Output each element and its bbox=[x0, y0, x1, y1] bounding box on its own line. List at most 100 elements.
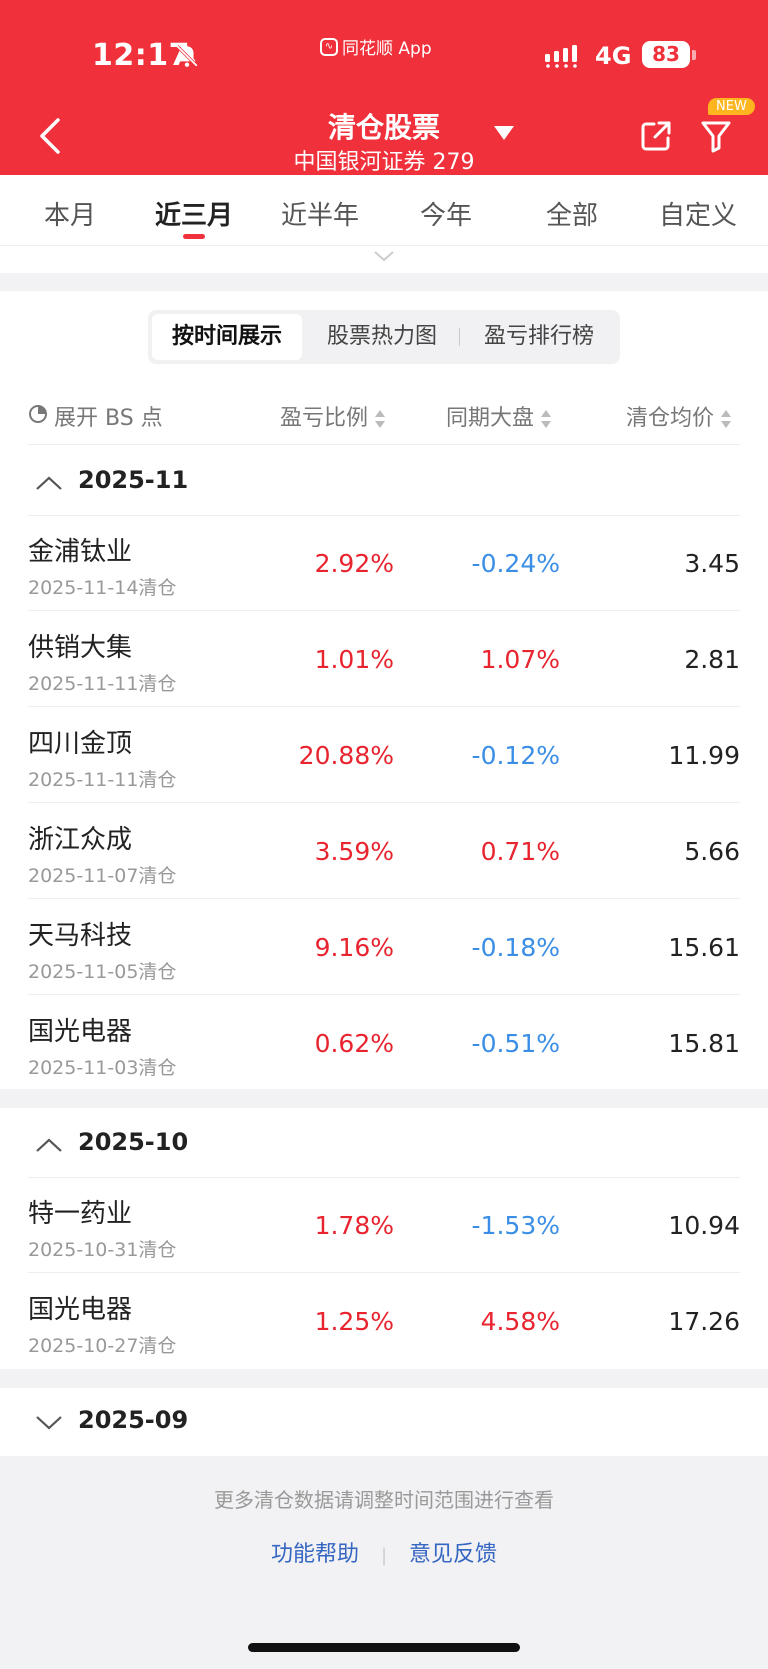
stock-name: 金浦钛业 bbox=[28, 537, 133, 567]
avg-price: 15.81 bbox=[668, 1029, 740, 1058]
column-price-header[interactable]: 清仓均价 bbox=[626, 400, 732, 432]
filter-icon[interactable] bbox=[700, 118, 732, 154]
expand-bs-points[interactable]: 展开 BS 点 bbox=[54, 406, 163, 431]
column-price-label: 清仓均价 bbox=[626, 406, 715, 431]
avg-price: 10.94 bbox=[668, 1211, 740, 1240]
footer-links: 功能帮助 | 意见反馈 bbox=[0, 1536, 768, 1568]
month-group-header[interactable]: 2025-11 bbox=[0, 446, 768, 516]
segment-ranking[interactable]: 盈亏排行榜 bbox=[483, 324, 594, 349]
chevron-up-icon bbox=[36, 1138, 62, 1152]
chevron-down-icon bbox=[374, 251, 394, 262]
clear-date: 2025-11-05清仓 bbox=[28, 961, 177, 983]
market-pct: -0.24% bbox=[471, 549, 560, 578]
stock-row[interactable]: 四川金顶 2025-11-11清仓 20.88% -0.12% 11.99 bbox=[0, 707, 768, 803]
divider bbox=[28, 1177, 740, 1178]
month-group-header[interactable]: 2025-10 bbox=[0, 1108, 768, 1178]
status-time: 12:17 bbox=[92, 38, 190, 73]
sort-icon bbox=[375, 410, 386, 428]
market-pct: -1.53% bbox=[471, 1211, 560, 1240]
main-card bbox=[0, 291, 768, 1089]
profit-pct: 1.25% bbox=[314, 1307, 394, 1336]
stock-row[interactable]: 国光电器 2025-10-27清仓 1.25% 4.58% 17.26 bbox=[0, 1273, 768, 1369]
stock-row[interactable]: 天马科技 2025-11-05清仓 9.16% -0.18% 15.61 bbox=[0, 899, 768, 995]
tab-half-year[interactable]: 近半年 bbox=[280, 201, 359, 231]
view-segment-control: 按时间展示 股票热力图 盈亏排行榜 bbox=[148, 310, 620, 364]
battery-level: 83 bbox=[642, 41, 690, 68]
share-icon[interactable] bbox=[638, 118, 674, 154]
profit-pct: 0.62% bbox=[314, 1029, 394, 1058]
sort-icon bbox=[721, 410, 732, 428]
month-label: 2025-09 bbox=[78, 1406, 189, 1434]
avg-price: 5.66 bbox=[684, 837, 740, 866]
page-title[interactable]: 清仓股票 bbox=[327, 111, 440, 144]
stock-name: 四川金顶 bbox=[28, 729, 133, 759]
profit-pct: 1.78% bbox=[314, 1211, 394, 1240]
app-logo-icon: ∿ bbox=[320, 37, 338, 56]
feedback-link[interactable]: 意见反馈 bbox=[409, 1542, 498, 1567]
link-separator: | bbox=[380, 1545, 388, 1566]
column-pct-label: 盈亏比例 bbox=[280, 406, 369, 431]
sort-icon bbox=[541, 410, 552, 428]
tab-custom[interactable]: 自定义 bbox=[658, 201, 737, 231]
account-subtitle[interactable]: 中国银河证券 279 bbox=[293, 150, 475, 175]
clear-date: 2025-11-11清仓 bbox=[28, 769, 177, 791]
network-type: 4G bbox=[595, 42, 632, 70]
stock-row[interactable]: 金浦钛业 2025-11-14清仓 2.92% -0.24% 3.45 bbox=[0, 515, 768, 611]
tab-this-month[interactable]: 本月 bbox=[43, 201, 96, 231]
column-pct-header[interactable]: 盈亏比例 bbox=[280, 400, 386, 432]
back-icon[interactable] bbox=[36, 116, 66, 156]
stock-name: 供销大集 bbox=[28, 633, 133, 663]
clear-date: 2025-11-03清仓 bbox=[28, 1057, 177, 1079]
stock-row[interactable]: 特一药业 2025-10-31清仓 1.78% -1.53% 10.94 bbox=[0, 1177, 768, 1273]
column-market-header[interactable]: 同期大盘 bbox=[446, 400, 552, 432]
row-divider bbox=[28, 1272, 740, 1273]
footer-note: 更多清仓数据请调整时间范围进行查看 bbox=[214, 1488, 554, 1512]
clear-date: 2025-10-31清仓 bbox=[28, 1239, 177, 1261]
help-link[interactable]: 功能帮助 bbox=[270, 1542, 359, 1567]
profit-pct: 20.88% bbox=[298, 741, 394, 770]
row-divider bbox=[28, 706, 740, 707]
stock-name: 浙江众成 bbox=[28, 825, 133, 855]
market-pct: 4.58% bbox=[480, 1307, 560, 1336]
dropdown-icon[interactable] bbox=[492, 124, 516, 142]
active-tab-indicator bbox=[183, 234, 205, 239]
app-return-tag[interactable]: ∿ 同花顺 App bbox=[320, 34, 432, 59]
market-pct: 0.71% bbox=[480, 837, 560, 866]
row-divider bbox=[28, 802, 740, 803]
profit-pct: 1.01% bbox=[314, 645, 394, 674]
battery-tip bbox=[692, 50, 696, 60]
chevron-up-icon bbox=[36, 476, 62, 490]
tab-this-year[interactable]: 今年 bbox=[419, 201, 472, 231]
market-pct: 1.07% bbox=[480, 645, 560, 674]
stock-row[interactable]: 供销大集 2025-11-11清仓 1.01% 1.07% 2.81 bbox=[0, 611, 768, 707]
market-pct: -0.51% bbox=[471, 1029, 560, 1058]
stock-row[interactable]: 浙江众成 2025-11-07清仓 3.59% 0.71% 5.66 bbox=[0, 803, 768, 899]
tab-all[interactable]: 全部 bbox=[545, 201, 598, 231]
month-card bbox=[0, 1388, 768, 1456]
stock-name: 国光电器 bbox=[28, 1017, 133, 1047]
app-tag-label: 同花顺 App bbox=[342, 39, 432, 59]
stock-row[interactable]: 国光电器 2025-11-03清仓 0.62% -0.51% 15.81 bbox=[0, 995, 768, 1091]
pie-chart-icon[interactable] bbox=[28, 404, 48, 424]
month-label: 2025-10 bbox=[78, 1128, 189, 1156]
new-badge: NEW bbox=[708, 98, 755, 115]
divider bbox=[28, 515, 740, 516]
segment-divider bbox=[459, 328, 460, 346]
month-label: 2025-11 bbox=[78, 466, 189, 494]
segment-heatmap[interactable]: 股票热力图 bbox=[326, 324, 437, 349]
profit-pct: 3.59% bbox=[314, 837, 394, 866]
stock-name: 天马科技 bbox=[28, 921, 133, 951]
month-group-header[interactable]: 2025-09 bbox=[0, 1386, 768, 1456]
profit-pct: 2.92% bbox=[314, 549, 394, 578]
market-pct: -0.18% bbox=[471, 933, 560, 962]
market-pct: -0.12% bbox=[471, 741, 560, 770]
tab-three-months[interactable]: 近三月 bbox=[154, 201, 233, 231]
clear-date: 2025-10-27清仓 bbox=[28, 1335, 177, 1357]
segment-by-time[interactable]: 按时间展示 bbox=[152, 314, 302, 360]
expand-toggle[interactable] bbox=[0, 245, 768, 273]
avg-price: 17.26 bbox=[668, 1307, 740, 1336]
home-indicator[interactable] bbox=[248, 1643, 520, 1652]
month-card bbox=[0, 1108, 768, 1369]
header-divider bbox=[28, 444, 740, 445]
clear-date: 2025-11-14清仓 bbox=[28, 577, 177, 599]
